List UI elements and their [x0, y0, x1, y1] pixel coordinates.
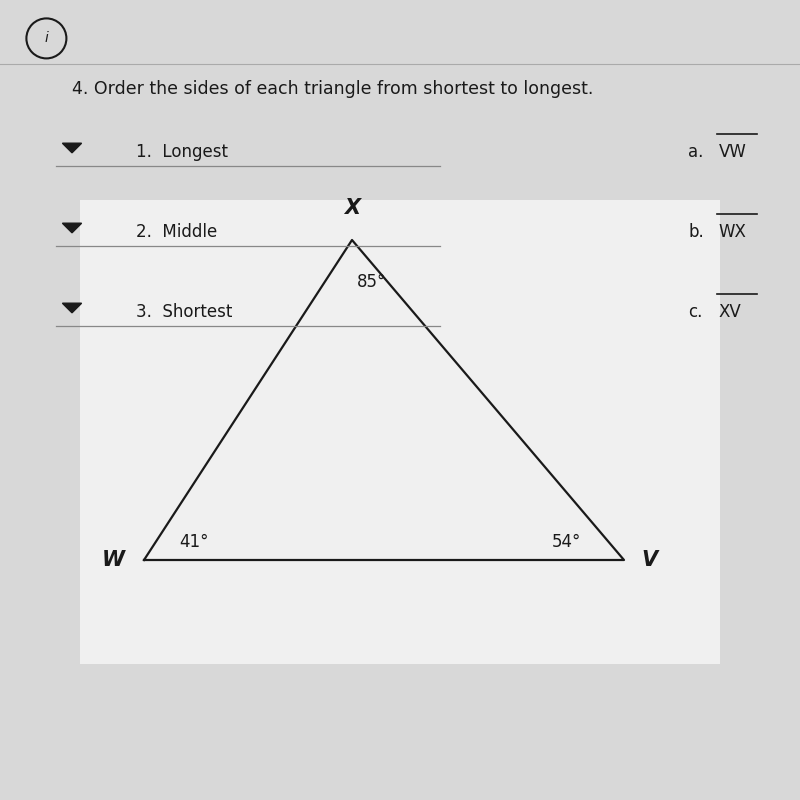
Text: V: V	[642, 550, 658, 570]
Text: XV: XV	[718, 303, 741, 321]
Text: 1.  Longest: 1. Longest	[136, 143, 228, 161]
Text: 54°: 54°	[552, 534, 581, 551]
Text: 2.  Middle: 2. Middle	[136, 223, 218, 241]
Text: 3.  Shortest: 3. Shortest	[136, 303, 232, 321]
Text: WX: WX	[718, 223, 746, 241]
Text: W: W	[102, 550, 125, 570]
Text: X: X	[344, 198, 360, 218]
Text: c.: c.	[688, 303, 702, 321]
Text: VW: VW	[718, 143, 746, 161]
Polygon shape	[62, 223, 82, 233]
Text: 4. Order the sides of each triangle from shortest to longest.: 4. Order the sides of each triangle from…	[72, 80, 594, 98]
Polygon shape	[62, 143, 82, 153]
Polygon shape	[62, 303, 82, 313]
Text: b.: b.	[688, 223, 704, 241]
Text: 41°: 41°	[179, 534, 208, 551]
Text: a.: a.	[688, 143, 703, 161]
Text: i: i	[45, 31, 48, 46]
FancyBboxPatch shape	[80, 200, 720, 664]
Text: 85°: 85°	[358, 273, 386, 290]
